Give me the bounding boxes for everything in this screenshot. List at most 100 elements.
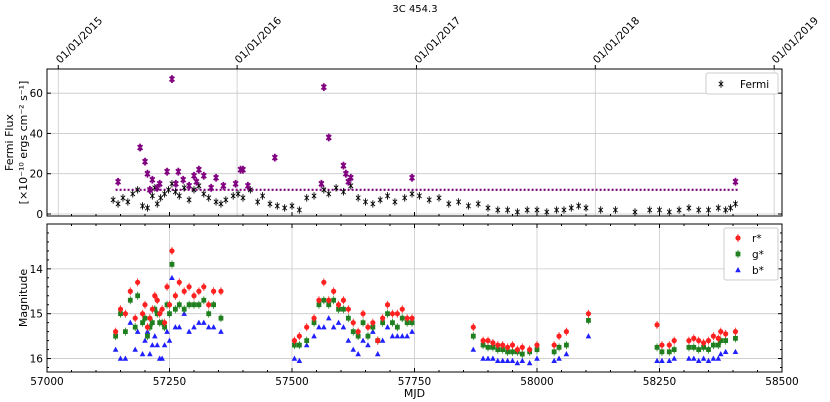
b-point: [480, 355, 486, 361]
bottom-ytick-label: 15: [30, 309, 43, 321]
fermi-point: [166, 186, 172, 194]
legend-fermi-label: Fermi: [740, 79, 769, 91]
b-point: [139, 351, 146, 357]
fermi-point: [267, 200, 273, 208]
b-point: [186, 328, 192, 334]
b-point: [159, 355, 165, 361]
b-point: [504, 357, 511, 363]
chart-title: 3C 454.3: [392, 4, 437, 15]
fermi-point: [158, 194, 164, 202]
b-point: [330, 324, 337, 330]
b-point: [176, 324, 183, 330]
fermi-point: [456, 198, 462, 206]
fermi-point: [686, 204, 692, 212]
bottom-xtick-label: 58000: [520, 376, 553, 388]
b-point: [360, 337, 366, 343]
fermi-flagged-point: [239, 165, 247, 174]
fermi-point: [402, 194, 408, 202]
date-tick-label: 01/01/2016: [233, 15, 285, 67]
fermi-point: [728, 204, 734, 212]
b-point: [166, 337, 173, 343]
fermi-flagged-point: [340, 161, 347, 170]
b-point: [370, 328, 376, 334]
bottom-legend-box: [723, 227, 779, 281]
bottom-ylabel: Magnitude: [17, 269, 30, 328]
bottom-xtick-label: 57250: [153, 376, 186, 388]
fermi-flagged-point: [325, 133, 332, 142]
fermi-point: [125, 198, 131, 206]
bottom-ytick-label: 16: [30, 354, 44, 366]
b-point: [722, 348, 729, 355]
fermi-flagged-point: [172, 179, 179, 188]
b-point: [691, 355, 697, 361]
fermi-point: [475, 200, 481, 208]
fermi-point: [115, 200, 121, 208]
b-point: [666, 357, 673, 363]
fermi-point: [416, 192, 422, 200]
fermi-flagged-point: [193, 177, 200, 186]
bottom-xtick-label: 58500: [765, 376, 798, 388]
b-point: [169, 274, 175, 281]
date-tick-label: 01/01/2018: [591, 15, 642, 66]
fermi-point: [140, 202, 146, 210]
b-point: [152, 333, 158, 339]
b-point: [117, 355, 124, 361]
b-point: [686, 355, 692, 361]
top-ytick-label: 20: [30, 169, 43, 181]
b-point: [404, 333, 410, 339]
fermi-point: [544, 208, 550, 216]
fermi-point: [206, 194, 212, 202]
bottom-xtick-label: 57500: [275, 376, 308, 388]
b-point: [350, 346, 357, 352]
b-point: [717, 351, 724, 357]
b-point: [585, 333, 592, 339]
fermi-flagged-point: [175, 167, 182, 176]
fermi-flagged-point: [149, 175, 156, 184]
fermi-flagged-point: [347, 173, 354, 182]
legend-g-point-label: g*: [752, 249, 764, 261]
fermi-point: [524, 206, 530, 214]
fermi-point: [176, 192, 182, 200]
fermi-point: [172, 188, 178, 196]
fermi-point: [201, 190, 207, 198]
fermi-point: [723, 206, 729, 214]
fermi-flagged-point: [164, 167, 171, 176]
fermi-flagged-point: [200, 171, 207, 180]
b-point: [526, 360, 533, 366]
fermi-point: [505, 206, 511, 214]
fermi-point: [409, 190, 415, 198]
fermi-flagged-point: [409, 173, 416, 182]
fermi-point: [696, 206, 702, 214]
b-point: [144, 328, 151, 334]
fermi-point: [554, 206, 560, 214]
fermi-point: [426, 196, 432, 204]
fermi-point: [561, 206, 567, 214]
b-point: [142, 337, 148, 343]
b-point: [485, 355, 491, 361]
b-point: [127, 319, 134, 325]
b-point: [534, 355, 540, 361]
bottom-ytick-label: 14: [30, 264, 44, 276]
b-point: [316, 324, 322, 330]
fermi-flagged-point: [318, 179, 325, 188]
b-point: [399, 333, 406, 339]
b-point: [325, 315, 332, 321]
b-point: [340, 324, 347, 330]
fermi-point: [465, 202, 471, 210]
fermi-point: [436, 194, 442, 202]
fermi-flagged-point: [244, 181, 251, 190]
fermi-point: [495, 206, 501, 214]
fermi-flagged-point: [180, 175, 187, 184]
date-tick-label: 01/01/2015: [54, 15, 105, 66]
b-point: [181, 310, 187, 316]
fermi-point: [135, 186, 141, 194]
b-point: [389, 333, 396, 339]
b-point: [700, 355, 707, 361]
fermi-point: [169, 180, 175, 188]
fermi-flagged-point: [137, 143, 144, 152]
b-point: [132, 346, 138, 352]
b-point: [551, 357, 557, 363]
b-point: [659, 357, 665, 363]
b-point: [134, 328, 141, 334]
